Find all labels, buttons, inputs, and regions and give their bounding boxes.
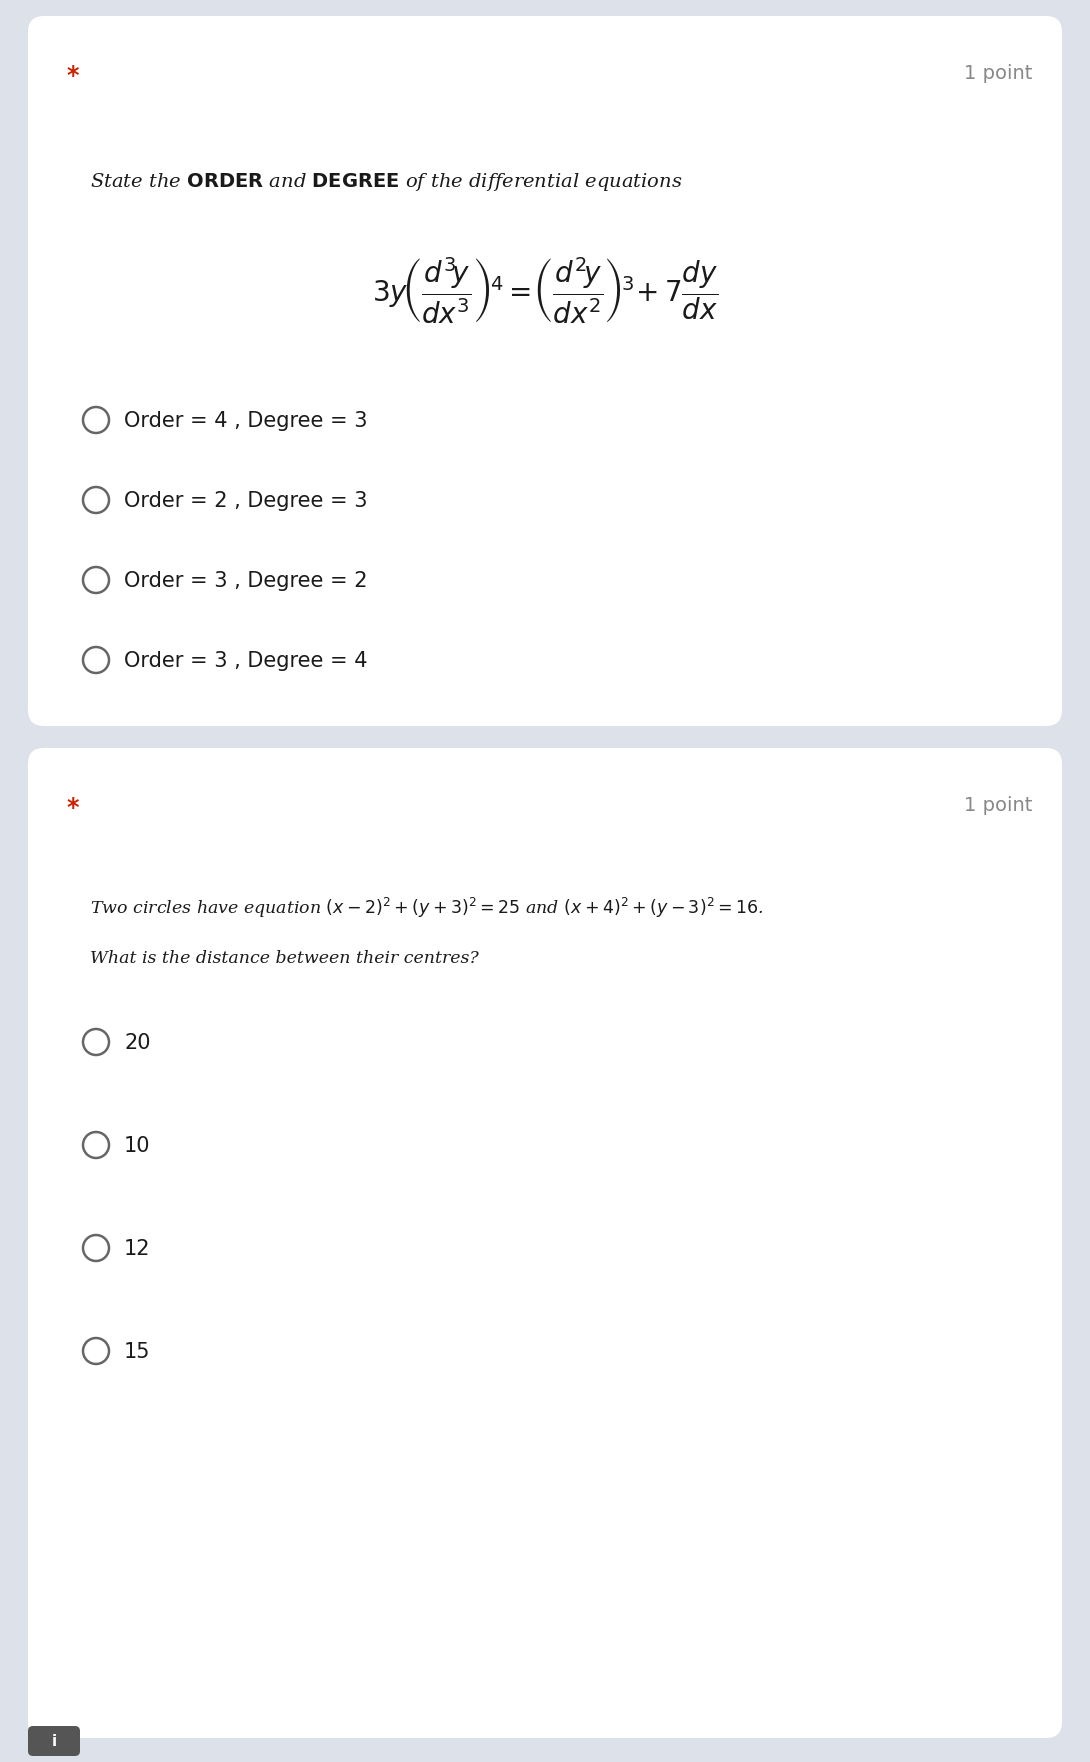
Text: 20: 20 (124, 1033, 150, 1054)
FancyBboxPatch shape (28, 1727, 80, 1757)
Text: i: i (51, 1734, 57, 1748)
Text: Order = 4 , Degree = 3: Order = 4 , Degree = 3 (124, 411, 367, 432)
Text: Order = 3 , Degree = 2: Order = 3 , Degree = 2 (124, 571, 367, 590)
Text: Order = 3 , Degree = 4: Order = 3 , Degree = 4 (124, 650, 367, 671)
Text: What is the distance between their centres?: What is the distance between their centr… (90, 950, 479, 967)
Text: *: * (66, 796, 78, 819)
FancyBboxPatch shape (28, 16, 1062, 726)
Text: Two circles have equation $(x-2)^2+(y+3)^2=25$ and $(x+4)^2+(y-3)^2=16$.: Two circles have equation $(x-2)^2+(y+3)… (90, 897, 764, 920)
Text: 1 point: 1 point (964, 63, 1032, 83)
Text: 15: 15 (124, 1343, 150, 1362)
Text: 1 point: 1 point (964, 796, 1032, 816)
Text: 10: 10 (124, 1136, 150, 1156)
Text: *: * (66, 63, 78, 88)
Text: Order = 2 , Degree = 3: Order = 2 , Degree = 3 (124, 492, 367, 511)
Text: $3y\!\left(\dfrac{d^3\!y}{dx^3}\right)^{\!4}=\!\left(\dfrac{d^2\!y}{dx^2}\right): $3y\!\left(\dfrac{d^3\!y}{dx^3}\right)^{… (372, 255, 718, 326)
Text: State the $\mathbf{ORDER}$ and $\mathbf{DEGREE}$ of the differential equations: State the $\mathbf{ORDER}$ and $\mathbf{… (90, 171, 682, 194)
FancyBboxPatch shape (28, 749, 1062, 1737)
Text: 12: 12 (124, 1239, 150, 1260)
